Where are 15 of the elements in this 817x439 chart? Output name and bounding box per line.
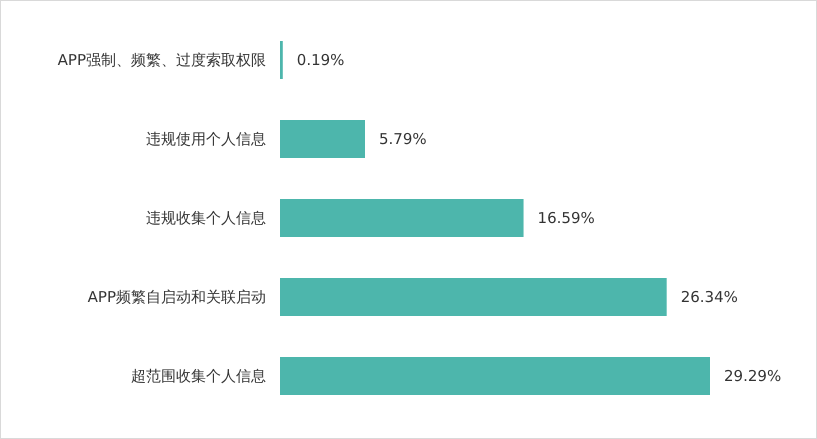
bar (280, 199, 524, 237)
y-tick-label: APP强制、频繁、过度索取权限 (58, 51, 266, 69)
bar (280, 357, 710, 395)
bar (280, 120, 365, 158)
data-label: 16.59% (538, 209, 595, 227)
data-label: 5.79% (379, 130, 427, 148)
y-tick-label: 违规收集个人信息 (146, 209, 266, 227)
y-tick-label: 违规使用个人信息 (146, 130, 266, 148)
bar (280, 41, 283, 79)
data-label: 26.34% (680, 288, 738, 306)
data-label: 0.19% (296, 51, 344, 69)
y-tick-label: 超范围收集个人信息 (131, 367, 266, 385)
data-label: 29.29% (724, 367, 782, 385)
bar (280, 278, 667, 316)
y-tick-label: APP频繁自启动和关联启动 (88, 288, 266, 306)
